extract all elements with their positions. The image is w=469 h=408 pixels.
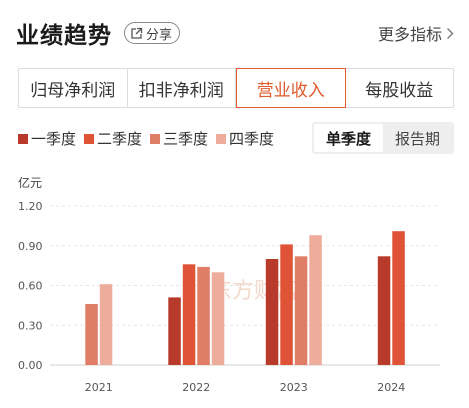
- more-indicators-link[interactable]: 更多指标: [378, 21, 454, 45]
- legend-label: 四季度: [229, 130, 275, 148]
- y-tick-label: 0.30: [18, 319, 43, 332]
- legend-label: 一季度: [31, 130, 77, 148]
- bar-2022-q4[interactable]: [211, 272, 225, 366]
- y-tick-label: 0.60: [18, 280, 43, 293]
- period-mode-toggle: 单季度 报告期: [312, 122, 454, 154]
- legend-swatch: [150, 133, 161, 144]
- legend-label: 二季度: [97, 130, 143, 148]
- y-axis-unit: 亿元: [18, 176, 43, 190]
- bar-2023-q2[interactable]: [280, 244, 293, 365]
- tab-operating-revenue[interactable]: 营业收入: [236, 68, 346, 108]
- y-tick-label: 0.00: [18, 359, 43, 372]
- share-button[interactable]: 分享: [124, 22, 181, 44]
- legend-swatch: [216, 133, 227, 144]
- metric-tabs: 归母净利润 扣非净利润 营业收入 每股收益: [18, 68, 454, 108]
- bar-2023-q4[interactable]: [309, 235, 322, 365]
- page-title: 业绩趋势: [16, 23, 112, 49]
- bar-2024-q2[interactable]: [392, 231, 405, 365]
- y-tick-label: 1.20: [18, 200, 43, 213]
- bar-2024-q1[interactable]: [377, 256, 391, 365]
- bar-2023-q3[interactable]: [294, 256, 308, 365]
- bar-2021-q3[interactable]: [85, 304, 98, 365]
- tab-deducted-net-profit[interactable]: 扣非净利润: [128, 69, 236, 107]
- bar-2021-q4[interactable]: [99, 284, 113, 365]
- chevron-right-icon: [447, 27, 454, 39]
- legend-item-q1: 一季度: [18, 128, 76, 149]
- legend-item-q3: 三季度: [150, 128, 208, 149]
- bar-2022-q1[interactable]: [168, 297, 181, 365]
- tab-eps[interactable]: 每股收益: [365, 80, 434, 101]
- x-tick-label: 2021: [85, 381, 113, 394]
- x-tick-label: 2024: [377, 381, 405, 394]
- single-quarter-button[interactable]: 单季度: [314, 124, 383, 152]
- legend-swatch: [18, 133, 28, 144]
- share-icon: [131, 27, 143, 39]
- bar-2022-q2[interactable]: [182, 264, 196, 365]
- legend-swatch: [84, 133, 95, 144]
- legend-label: 三季度: [163, 130, 209, 148]
- legend-item-q2: 二季度: [84, 128, 142, 149]
- chart-legend: 一季度 二季度 三季度 四季度: [18, 128, 282, 149]
- legend-item-q4: 四季度: [216, 128, 274, 149]
- bar-2023-q1[interactable]: [265, 259, 279, 365]
- x-tick-label: 2023: [280, 381, 308, 394]
- tab-parent-net-profit[interactable]: 归母净利润: [19, 69, 128, 107]
- more-indicators-label: 更多指标: [377, 25, 442, 44]
- report-period-button[interactable]: 报告期: [394, 129, 440, 148]
- header: 业绩趋势 分享 更多指标: [16, 14, 456, 50]
- y-tick-label: 0.90: [18, 240, 43, 253]
- x-tick-label: 2022: [182, 381, 210, 394]
- share-label: 分享: [146, 27, 173, 43]
- bar-2022-q3[interactable]: [197, 266, 210, 365]
